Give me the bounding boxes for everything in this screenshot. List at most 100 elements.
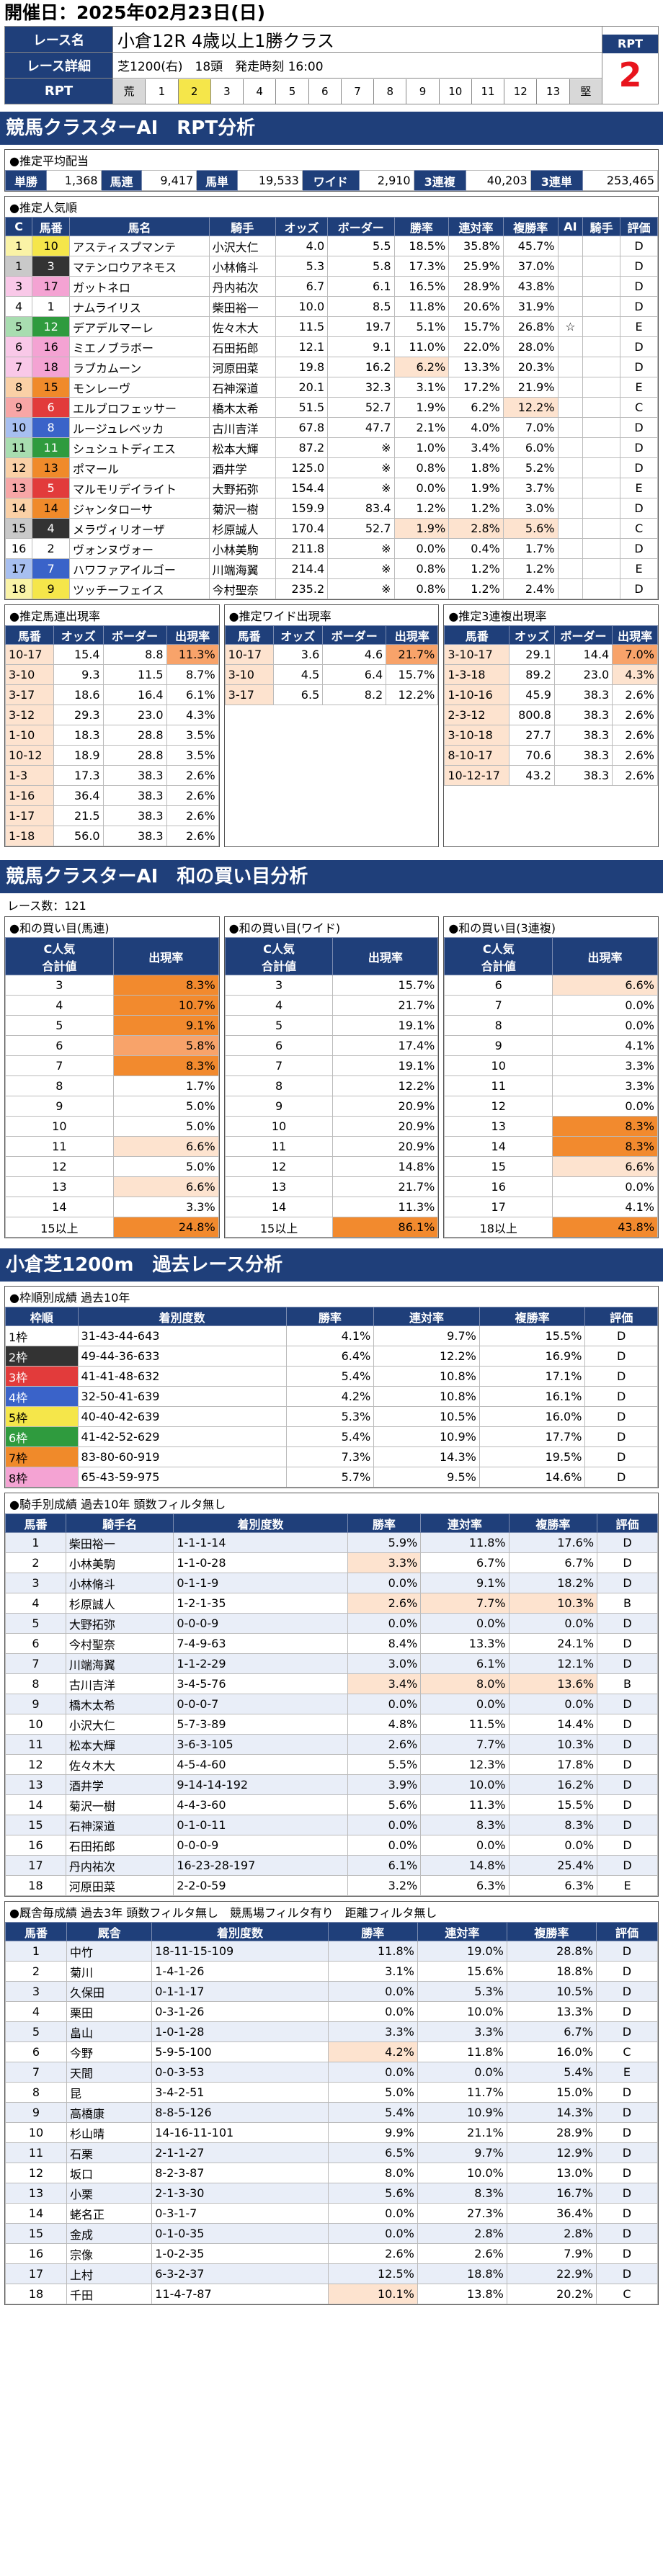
- cell: 12.2%: [386, 684, 439, 705]
- cell: 38.3: [553, 765, 613, 786]
- cell: 20.9%: [332, 1096, 439, 1117]
- column-header: 出現率: [332, 937, 439, 975]
- cell: 18.8%: [417, 2263, 507, 2284]
- cell: 2枠: [5, 1346, 79, 1367]
- popular-table: C 馬番 馬名 騎手 オッズ ボーダー 勝率 連対率 複勝率 AI 騎手 評価 1 10 アスティスプマンテ…: [4, 217, 658, 599]
- cell: 3.5%: [166, 745, 219, 766]
- table-row: 15 6.6%: [444, 1156, 659, 1177]
- cell: 栗田: [66, 2001, 153, 2022]
- cell: D: [595, 2243, 659, 2264]
- cell: 古川吉洋: [208, 417, 277, 438]
- cell: 2: [32, 538, 71, 559]
- cell: 2.6%: [327, 2243, 418, 2264]
- cell: 10: [4, 2122, 68, 2143]
- cell: 17: [4, 558, 33, 579]
- table-row: 12 5.0%: [5, 1156, 219, 1177]
- cell: 2: [4, 1961, 68, 1982]
- cell: 16: [5, 1835, 66, 1856]
- cell: 28.8%: [506, 1941, 597, 1962]
- cell: 800.8: [509, 705, 555, 725]
- cell: ツッチーフェイス: [69, 578, 210, 599]
- cell: 11: [5, 1136, 114, 1157]
- cell: D: [597, 1714, 658, 1735]
- cell: [582, 397, 621, 418]
- cell: [557, 498, 584, 519]
- cell: 0-1-0-11: [173, 1815, 348, 1835]
- cell: [557, 417, 584, 438]
- cell: 5.4%: [327, 2102, 418, 2123]
- cell: 杉原誠人: [65, 1593, 174, 1614]
- cell: 16.7%: [506, 2183, 597, 2204]
- cell: 3.1%: [393, 377, 450, 398]
- cell: D: [595, 2142, 659, 2163]
- cell: 31.9%: [502, 296, 559, 317]
- cell: D: [620, 336, 658, 357]
- column-header: 騎手名: [65, 1513, 174, 1533]
- table-row: 5 大野拓弥 0-0-0-9 0.0% 0.0% 0.0% D: [5, 1613, 658, 1634]
- table-row: 11 6.6%: [5, 1136, 219, 1157]
- cell: 16.4: [102, 684, 167, 705]
- cell: 18.6: [53, 684, 104, 705]
- cell: D: [595, 2183, 659, 2204]
- cell: D: [595, 2122, 659, 2143]
- cell: 19.8: [275, 357, 329, 377]
- cell: 0-0-0-9: [173, 1835, 348, 1856]
- cell: 17.3%: [393, 256, 450, 277]
- cell: D: [620, 357, 658, 377]
- rpt-box: RPT 2: [602, 26, 659, 104]
- cell: 0-1-1-9: [173, 1573, 348, 1593]
- column-header: 出現率: [112, 937, 219, 975]
- cell: 6.3%: [508, 1875, 598, 1896]
- popular-title: ●推定人気順: [5, 197, 658, 217]
- popular-box: ●推定人気順 C 馬番 馬名 騎手 オッズ ボーダー 勝率 連対率 複勝率 AI 騎手 評価 1 10 アス…: [4, 196, 659, 600]
- cell: [557, 377, 584, 398]
- cell: 15以上: [224, 1217, 334, 1238]
- cell: 10.5%: [506, 1981, 597, 2002]
- cell: D: [597, 1694, 658, 1714]
- cell: D: [595, 2082, 659, 2103]
- table-row: 3-10 9.3 11.5 8.7%: [5, 664, 219, 685]
- table-row: 8 15 モンレーヴ 石神深道 20.1 32.3 3.1% 17.2% 21.9% E: [4, 377, 658, 398]
- cell: 3.6: [272, 644, 324, 665]
- rpt-scale-step: 9: [406, 79, 438, 104]
- cell: 1-0-2-35: [151, 2243, 329, 2264]
- cell: 47.7: [327, 417, 395, 438]
- rpt-scale-step: 10: [438, 79, 471, 104]
- cell: 3.4%: [448, 437, 504, 458]
- cell: 8.3%: [420, 1815, 510, 1835]
- table-row: 1-10-16 45.9 38.3 2.6%: [444, 684, 659, 705]
- cell: 20.2%: [506, 2284, 597, 2304]
- cell: 12.2%: [502, 397, 559, 418]
- section-rpt-title: 競馬クラスターAI RPT分析: [0, 112, 663, 145]
- cell: 31-43-44-643: [77, 1325, 287, 1346]
- table-row: 10 20.9%: [224, 1116, 439, 1137]
- cell: [557, 538, 584, 559]
- cell: [557, 276, 584, 297]
- cell: 3.1%: [327, 1961, 418, 1982]
- cell: 11: [32, 437, 71, 458]
- cell: 15.4: [53, 644, 104, 665]
- cell: 35.8%: [448, 236, 504, 256]
- cell: [557, 518, 584, 539]
- cell: B: [597, 1673, 658, 1694]
- table-row: 7 18 ラブカムーン 河原田菜 19.8 16.2 6.2% 13.3% 20.3% D: [4, 357, 658, 377]
- cell: [582, 377, 621, 398]
- cell: D: [584, 1366, 658, 1387]
- column-header: 馬番: [5, 625, 54, 645]
- cell: 8.0%: [420, 1673, 510, 1694]
- cell: E: [597, 1875, 658, 1896]
- cell: 4.3%: [166, 705, 219, 725]
- cell: 12: [32, 316, 71, 337]
- race-name-label: レース名: [4, 26, 113, 53]
- cell: 27.7: [509, 725, 555, 746]
- cell: 0.8%: [393, 558, 450, 579]
- column-header: 勝率: [347, 1513, 422, 1533]
- cell: 1枠: [5, 1325, 79, 1346]
- payout-value: 1,368: [45, 170, 102, 191]
- cell: 7.3%: [285, 1446, 375, 1467]
- cell: 43.8%: [502, 276, 559, 297]
- sum-quinella-box: ●和の買い目(馬連) C人気 合計値 出現率 3 8.3% 4 10.7% 5 9.1% 6 5.8…: [4, 916, 220, 1238]
- cell: 2-2-0-59: [173, 1875, 348, 1896]
- cell: 10: [444, 1055, 553, 1076]
- column-header: ボーダー: [327, 217, 395, 236]
